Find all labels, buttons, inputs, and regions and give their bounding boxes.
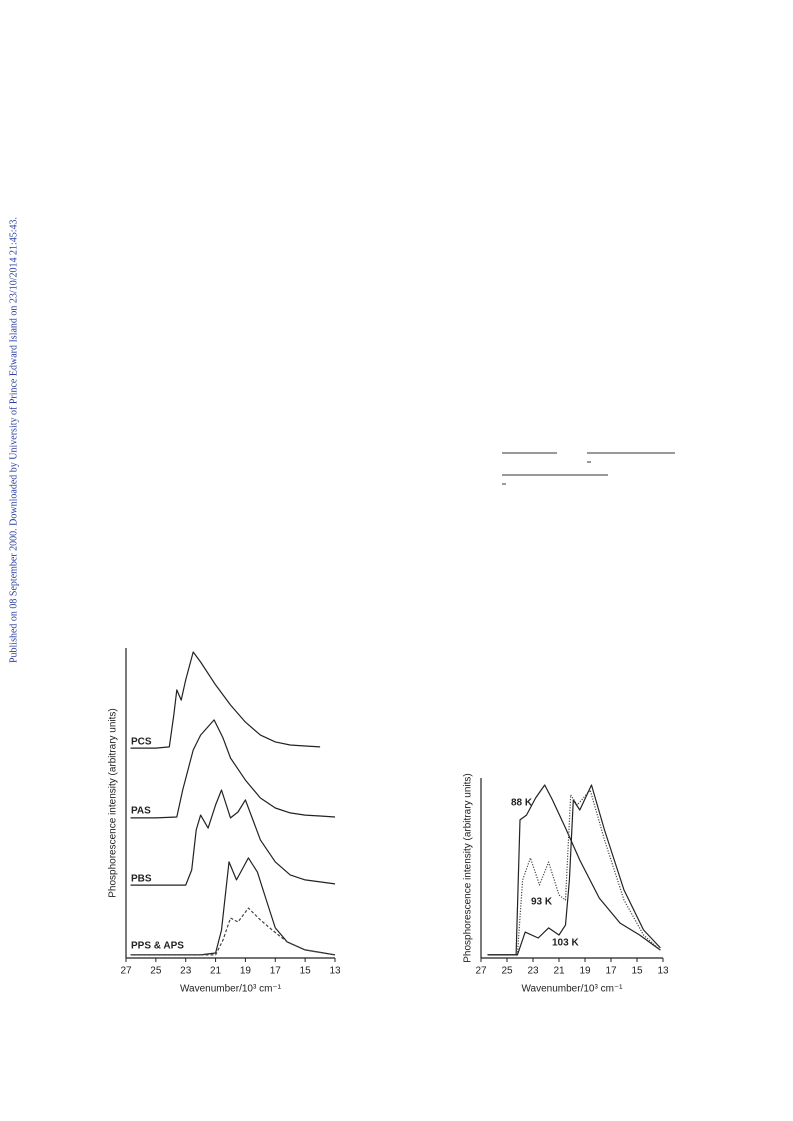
- x-tick-label: 27: [120, 966, 132, 977]
- chart: 27 25 23 21 19 17 15 13 Wavenumber/10³ cm⁻¹ Phosp…: [463, 773, 669, 994]
- series-label: PAS: [131, 806, 151, 817]
- x-tick-label: 23: [180, 966, 192, 977]
- x-tick-label: 21: [553, 966, 565, 977]
- blank-lines: [502, 452, 675, 485]
- x-tick-label: 15: [300, 966, 312, 977]
- x-tick-label: 15: [631, 966, 643, 977]
- spectrum-line: [487, 784, 661, 956]
- spectrum-line: [130, 651, 321, 749]
- x-tick-label: 13: [657, 966, 669, 977]
- x-tick-label: 17: [270, 966, 282, 977]
- x-tick-label: 25: [501, 966, 513, 977]
- x-tick-label: 27: [475, 966, 487, 977]
- spectrum-line: [487, 784, 661, 956]
- x-tick-label: 19: [240, 966, 252, 977]
- spectrum-line: [130, 907, 336, 956]
- y-axis-label: Phosphorescence intensity (arbitrary uni…: [108, 708, 119, 898]
- series-label: 103 K: [552, 938, 579, 949]
- x-tick-label: 21: [210, 966, 222, 977]
- x-axis-label: Wavenumber/10³ cm⁻¹: [180, 984, 282, 995]
- x-axis-label: Wavenumber/10³ cm⁻¹: [521, 984, 623, 995]
- series-label: PCS: [131, 737, 152, 748]
- spectrum-line: [130, 719, 336, 819]
- series-label: 88 K: [511, 798, 533, 809]
- download-notice: Published on 08 September 2000. Download…: [8, 217, 19, 663]
- y-axis-label: Phosphorescence intensity (arbitrary uni…: [463, 773, 474, 963]
- x-tick-label: 13: [329, 966, 341, 977]
- series-label: PPS & APS: [131, 941, 184, 952]
- x-tick-label: 25: [150, 966, 162, 977]
- spectrum-line: [487, 789, 661, 956]
- x-tick-label: 19: [579, 966, 591, 977]
- spectrum-line: [130, 789, 336, 886]
- series-label: 93 K: [531, 897, 553, 908]
- series-label: PBS: [131, 874, 152, 885]
- chart: 27 25 23 21 19 17 15 13 Wavenumber/10³ cm⁻¹ Phosp…: [108, 648, 341, 995]
- x-tick-label: 17: [605, 966, 617, 977]
- x-tick-label: 23: [527, 966, 539, 977]
